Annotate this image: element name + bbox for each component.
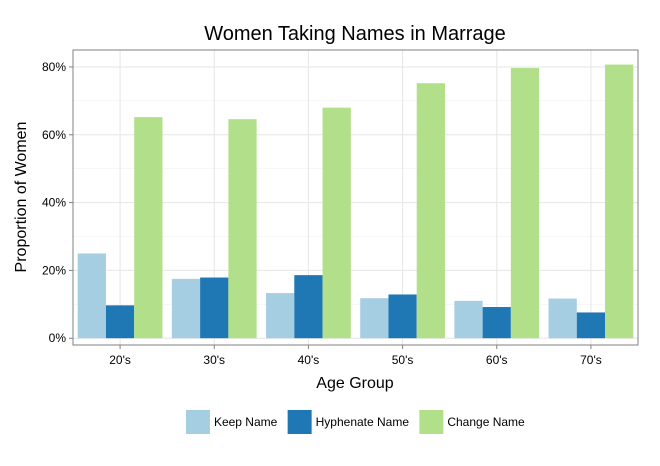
y-tick-label: 0% xyxy=(49,331,67,345)
bar-hyphenate-name xyxy=(482,307,511,339)
x-tick-label: 70's xyxy=(580,353,602,367)
x-axis-ticks: 20's 30's 40's 50's 60's 70's xyxy=(109,345,602,367)
legend-label: Keep Name xyxy=(214,415,278,429)
legend: Keep Name Hyphenate Name Change Name xyxy=(185,410,525,434)
bar-change-name xyxy=(510,67,540,339)
x-tick-label: 50's xyxy=(392,353,414,367)
plot-border xyxy=(72,49,639,346)
x-tick-label: 40's xyxy=(298,353,320,367)
bar-hyphenate-name xyxy=(576,312,606,339)
x-tick-label: 60's xyxy=(486,353,508,367)
bar-keep-name xyxy=(77,253,106,339)
plot-area xyxy=(72,49,639,346)
bar-change-name xyxy=(228,119,257,339)
bar-hyphenate-name xyxy=(388,294,417,339)
bar-keep-name xyxy=(266,293,295,339)
bar-change-name xyxy=(416,83,445,339)
x-axis-title: Age Group xyxy=(316,375,393,392)
bar-hyphenate-name xyxy=(200,277,229,339)
bar-keep-name xyxy=(360,298,389,339)
legend-label: Change Name xyxy=(447,415,525,429)
legend-key-change-name xyxy=(419,410,444,434)
x-tick-label: 30's xyxy=(203,353,225,367)
bar-change-name xyxy=(322,107,351,339)
bar-keep-name xyxy=(548,298,577,339)
y-axis-ticks: 0% 20% 40% 60% 80% xyxy=(42,60,73,345)
bar-hyphenate-name xyxy=(294,275,323,339)
bar-keep-name xyxy=(171,278,201,339)
y-tick-label: 40% xyxy=(42,196,66,210)
bars xyxy=(77,64,634,339)
plot-background xyxy=(73,50,638,345)
bar-change-name xyxy=(134,117,163,339)
y-tick-label: 20% xyxy=(42,263,66,277)
bar-change-name xyxy=(605,64,634,339)
y-tick-label: 60% xyxy=(42,128,66,142)
legend-key-hyphenate-name xyxy=(287,410,312,434)
legend-key-keep-name xyxy=(185,410,210,434)
chart-title: Women Taking Names in Marrage xyxy=(204,23,506,45)
y-axis-title: Proportion of Women xyxy=(13,122,30,273)
bar-hyphenate-name xyxy=(105,305,135,339)
legend-label: Hyphenate Name xyxy=(316,415,410,429)
bar-keep-name xyxy=(454,300,483,339)
y-tick-label: 80% xyxy=(42,60,66,74)
x-tick-label: 20's xyxy=(109,353,131,367)
